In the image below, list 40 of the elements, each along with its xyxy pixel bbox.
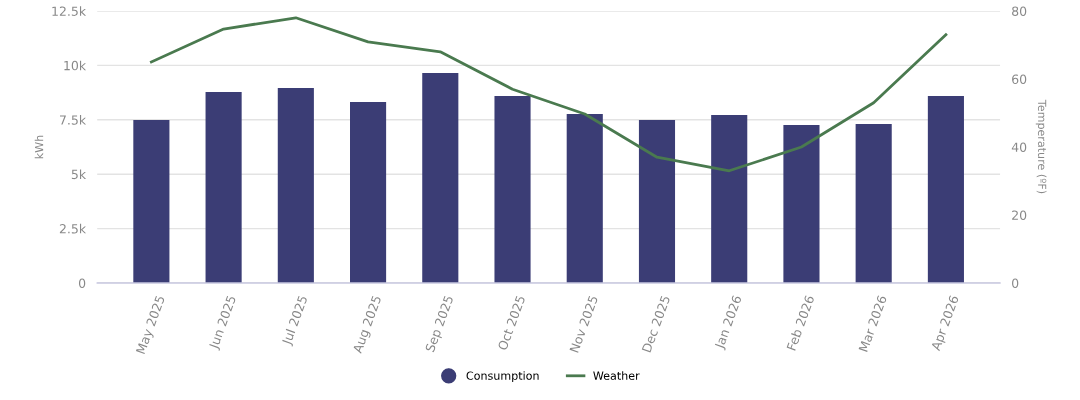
bar (133, 120, 170, 283)
y2-tick-label: 20 (1012, 210, 1027, 220)
legend-label: Weather (593, 371, 640, 380)
bar (422, 73, 459, 283)
bar (927, 96, 964, 283)
y-tick-label: 12.5k (52, 6, 87, 16)
y-axis-title: kWh (34, 135, 44, 159)
bar (494, 96, 531, 283)
x-tick-label: May 2025 (135, 295, 168, 356)
x-tick-label: Dec 2025 (641, 295, 671, 353)
y-tick-label: 5k (71, 169, 87, 180)
x-tick-label: Mar 2026 (858, 294, 887, 353)
y-tick-label: 2.5k (59, 223, 87, 234)
bar (855, 123, 892, 283)
y2-tick-label: 0 (1012, 278, 1019, 288)
x-tick-label: Feb 2026 (786, 294, 815, 351)
x-tick-label: Oct 2025 (497, 295, 526, 351)
y-tick-label: 7.5k (60, 115, 87, 125)
x-tick-label: Aug 2025 (352, 295, 384, 355)
bar (350, 101, 387, 283)
x-tick-label: Jun 2025 (208, 295, 239, 351)
x-tick-label: Jan 2026 (714, 294, 744, 351)
line-series (149, 16, 948, 173)
y-tick-label: 10k (64, 60, 87, 71)
x-tick-label: Sep 2025 (424, 295, 456, 354)
x-tick-label: Jul 2025 (281, 295, 310, 347)
x-tick-label: Nov 2025 (569, 295, 599, 353)
y2-tick-label: 60 (1012, 74, 1027, 84)
y-tick-label: 0 (78, 278, 86, 288)
x-tick-label: Apr 2026 (930, 294, 962, 353)
y2-tick-label: 40 (1011, 142, 1027, 152)
bar (711, 115, 748, 283)
bar (638, 120, 676, 283)
bar (566, 113, 603, 283)
bar (205, 91, 242, 283)
y2-axis-title: Temperature (ºF) (1035, 99, 1047, 194)
y2-tick-label: 80 (1012, 6, 1027, 16)
bar (277, 88, 314, 283)
bar (783, 125, 820, 283)
legend-label: Consumption (466, 371, 539, 382)
